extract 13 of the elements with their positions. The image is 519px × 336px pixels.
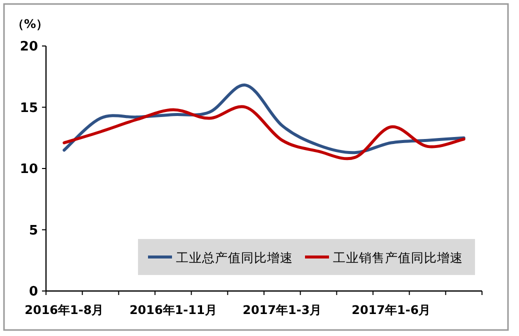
y-tick-label: 10 xyxy=(20,162,38,177)
y-tick-label: 5 xyxy=(28,223,38,238)
y-tick-label: 0 xyxy=(28,284,38,300)
y-axis-title: （%） xyxy=(12,17,48,31)
legend-label: 工业销售产值同比增速 xyxy=(333,250,463,265)
y-tick-label: 15 xyxy=(20,100,38,116)
x-tick-label: 2016年1-11月 xyxy=(129,303,217,317)
y-tick-label: 20 xyxy=(20,40,38,54)
legend-label: 工业总产值同比增速 xyxy=(176,250,293,265)
line-series xyxy=(62,84,466,154)
x-tick-label: 2016年1-8月 xyxy=(24,303,104,317)
x-tick-label: 2017年1-6月 xyxy=(352,303,431,317)
x-tick-label: 2017年1-3月 xyxy=(242,303,322,317)
